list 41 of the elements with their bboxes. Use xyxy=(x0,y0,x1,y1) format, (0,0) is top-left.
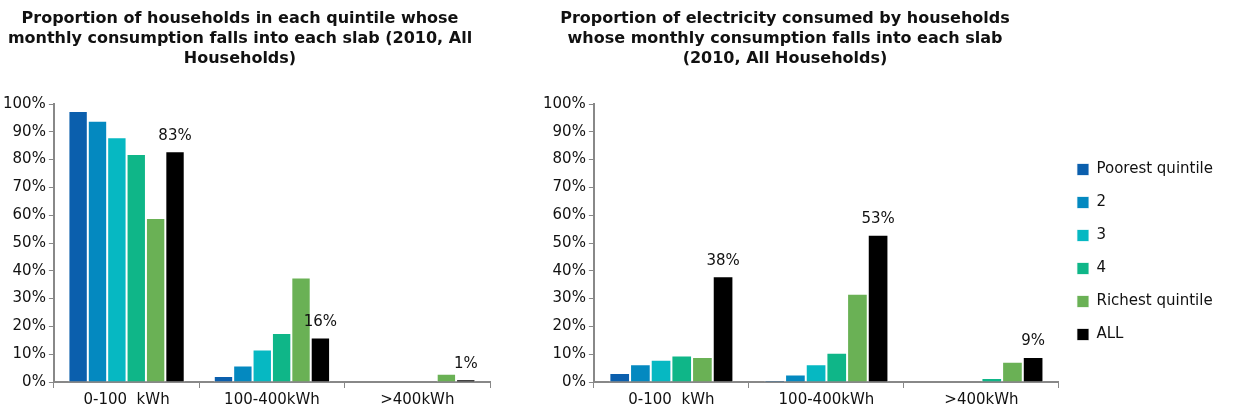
x-tick-label: 100-400kWh xyxy=(778,389,875,408)
y-tick-label: 60% xyxy=(12,205,46,224)
y-tick-label: 70% xyxy=(12,177,46,196)
y-tick-label: 50% xyxy=(12,232,46,251)
data-label: 83% xyxy=(158,125,192,144)
legend-label: 3 xyxy=(1096,225,1106,244)
legend-label: Richest quintile xyxy=(1096,291,1213,310)
legend-label: Poorest quintile xyxy=(1096,159,1213,178)
y-tick-label: 10% xyxy=(12,344,46,363)
x-tick-label: >400kWh xyxy=(380,389,455,408)
y-tick-label: 30% xyxy=(12,288,46,307)
y-tick-label: 90% xyxy=(12,121,46,140)
chart-title: Proportion of households in each quintile whose monthly consumption falls into each slab (2010, All Households) xyxy=(6,8,474,68)
x-tick-label: 100-400kWh xyxy=(224,389,320,408)
y-tick-label: 0% xyxy=(22,371,46,390)
y-tick-label: 30% xyxy=(552,288,586,307)
y-tick-label: 100% xyxy=(2,93,46,112)
chart-title: Proportion of electricity consumed by households whose monthly consumption falls into each slab (2010, All Households) xyxy=(560,8,1010,68)
legend-label: 2 xyxy=(1096,192,1106,211)
y-tick-label: 50% xyxy=(552,232,586,251)
y-tick-label: 20% xyxy=(552,316,586,335)
y-tick-label: 10% xyxy=(552,344,586,363)
data-label: 9% xyxy=(1021,331,1046,350)
x-tick-label: 0-100 kWh xyxy=(83,389,170,408)
y-tick-label: 40% xyxy=(12,260,46,279)
y-tick-label: 80% xyxy=(12,149,46,168)
data-label: 38% xyxy=(706,250,740,269)
legend-label: ALL xyxy=(1096,324,1125,343)
x-tick-label: 0-100 kWh xyxy=(628,389,715,408)
y-tick-label: 0% xyxy=(562,371,586,390)
data-label: 53% xyxy=(861,209,895,228)
y-tick-label: 100% xyxy=(542,93,586,112)
y-tick-label: 80% xyxy=(552,149,586,168)
data-label: 1% xyxy=(453,353,478,372)
y-tick-label: 20% xyxy=(12,316,46,335)
y-tick-label: 90% xyxy=(552,121,586,140)
y-tick-label: 40% xyxy=(552,260,586,279)
x-tick-label: >400kWh xyxy=(944,389,1019,408)
y-tick-label: 60% xyxy=(552,205,586,224)
y-tick-label: 70% xyxy=(552,177,586,196)
legend-label: 4 xyxy=(1096,258,1106,277)
